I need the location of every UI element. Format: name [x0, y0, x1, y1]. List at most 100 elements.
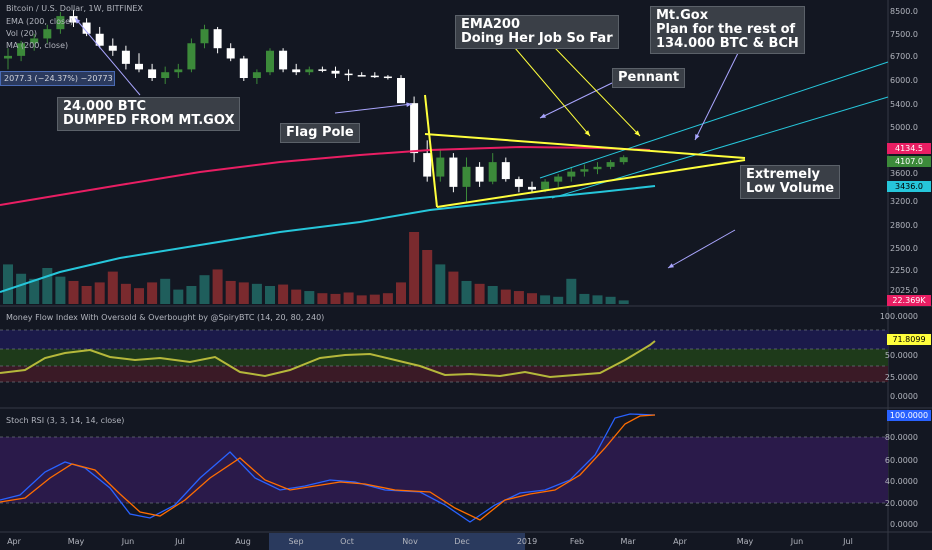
volume-bar — [527, 293, 537, 304]
volume-bar — [422, 250, 433, 304]
annotation-arrow — [539, 82, 613, 119]
candle — [56, 16, 65, 30]
stoch-tick-label: 40.0000 — [884, 477, 918, 486]
candle — [410, 103, 419, 154]
candle — [567, 171, 576, 177]
candle — [318, 69, 327, 71]
volume-bar — [409, 232, 420, 304]
volume-bar — [199, 275, 210, 304]
volume-bar — [579, 293, 590, 304]
candle — [305, 69, 314, 73]
mfi-tick-label: 100.0000 — [879, 312, 918, 321]
volume-bar — [186, 286, 197, 304]
annotation-dumped[interactable]: 24.000 BTC DUMPED FROM MT.GOX — [57, 97, 241, 131]
mfi-value-badge: 71.8099 — [887, 334, 931, 345]
mfi-tick-label: 0.0000 — [890, 392, 918, 401]
price-tick-label: 8500.0 — [890, 7, 918, 16]
annotation-pennant[interactable]: Pennant — [612, 68, 686, 88]
candle — [370, 75, 379, 78]
vol-legend: Vol (20) — [6, 29, 37, 38]
volume-bar — [147, 282, 158, 304]
mfi-line — [0, 340, 656, 379]
candle — [423, 153, 432, 177]
arrow-head — [668, 263, 674, 268]
candle — [69, 16, 78, 23]
arrow-head — [695, 134, 700, 140]
stoch-tick-label: 60.0000 — [884, 456, 918, 465]
pennant-lower-line — [436, 159, 746, 208]
price-tick-label: 3600.0 — [890, 169, 918, 178]
time-tick-label: Nov — [402, 537, 418, 546]
volume-bar — [107, 271, 118, 304]
annotation-mtgox[interactable]: Mt.Gox Plan for the rest of 134.000 BTC … — [650, 6, 805, 54]
candle — [488, 162, 497, 182]
volume-bar — [291, 289, 302, 304]
volume-bar — [317, 293, 328, 304]
arrow-head — [540, 113, 546, 118]
volume-bar — [553, 296, 564, 304]
candle — [292, 69, 301, 73]
candle — [541, 181, 550, 190]
volume-bar — [330, 293, 341, 304]
time-tick-label: Apr — [7, 537, 21, 546]
arrow-head — [75, 18, 81, 24]
time-tick-label: Feb — [569, 537, 585, 546]
volume-bar — [94, 282, 105, 304]
annotation-low-volume[interactable]: Extremely Low Volume — [740, 165, 841, 199]
candle — [266, 50, 274, 73]
candle — [30, 38, 39, 44]
candle — [331, 70, 340, 74]
annotation-flag-pole[interactable]: Flag Pole — [280, 123, 360, 143]
stoch-band — [0, 437, 888, 503]
stoch-value-badge: 100.0000 — [887, 410, 931, 421]
volume-bar — [500, 289, 511, 304]
measure-badge[interactable]: 2077.3 (−24.37%) −20773 — [0, 71, 115, 86]
volume-bar — [304, 291, 315, 304]
ema-price-badge: 4134.5 — [887, 143, 931, 154]
candle — [161, 72, 170, 79]
stoch-d-line — [0, 414, 656, 521]
time-tick-label: 2019 — [516, 537, 538, 546]
time-tick-label: Jun — [121, 537, 135, 546]
stoch-tick-label: 0.0000 — [890, 520, 918, 529]
candle — [279, 50, 288, 70]
candle — [82, 22, 91, 34]
price-tick-label: 6700.0 — [890, 52, 918, 61]
candle — [397, 78, 405, 104]
volume-bar — [487, 286, 498, 304]
price-tick-label: 2800.0 — [890, 221, 918, 230]
stoch-tick-label: 80.0000 — [884, 433, 918, 442]
volume-bar — [513, 291, 524, 304]
volume-bar — [618, 300, 629, 304]
mfi-tick-label: 25.0000 — [884, 373, 918, 382]
time-tick-label: May — [67, 537, 85, 546]
annotation-arrow — [554, 47, 641, 137]
volume-bar — [343, 292, 354, 304]
volume-bar — [16, 273, 27, 304]
candle — [148, 69, 157, 79]
volume-bar — [461, 280, 472, 304]
candle — [475, 166, 484, 182]
candle — [43, 29, 52, 39]
volume-bar — [212, 269, 223, 304]
price-tick-label: 2250.0 — [890, 266, 918, 275]
volume-bar — [540, 295, 551, 304]
annotation-ema200[interactable]: EMA200 Doing Her Job So Far — [455, 15, 619, 49]
candle — [528, 186, 536, 190]
last-price-badge: 4107.0 — [887, 156, 931, 167]
volume-bar — [160, 278, 171, 304]
price-tick-label: 5000.0 — [890, 123, 918, 132]
time-selection — [269, 533, 525, 550]
volume-bar — [396, 282, 406, 304]
candle — [593, 166, 602, 170]
time-tick-label: Apr — [673, 537, 687, 546]
candle — [554, 176, 563, 182]
volume-bar — [55, 276, 66, 304]
time-tick-label: May — [736, 537, 754, 546]
volume-bar — [173, 289, 184, 304]
candle — [501, 162, 510, 180]
candle — [187, 43, 196, 70]
stoch-tick-label: 20.0000 — [884, 499, 918, 508]
ma-price-badge: 3436.0 — [887, 181, 931, 192]
